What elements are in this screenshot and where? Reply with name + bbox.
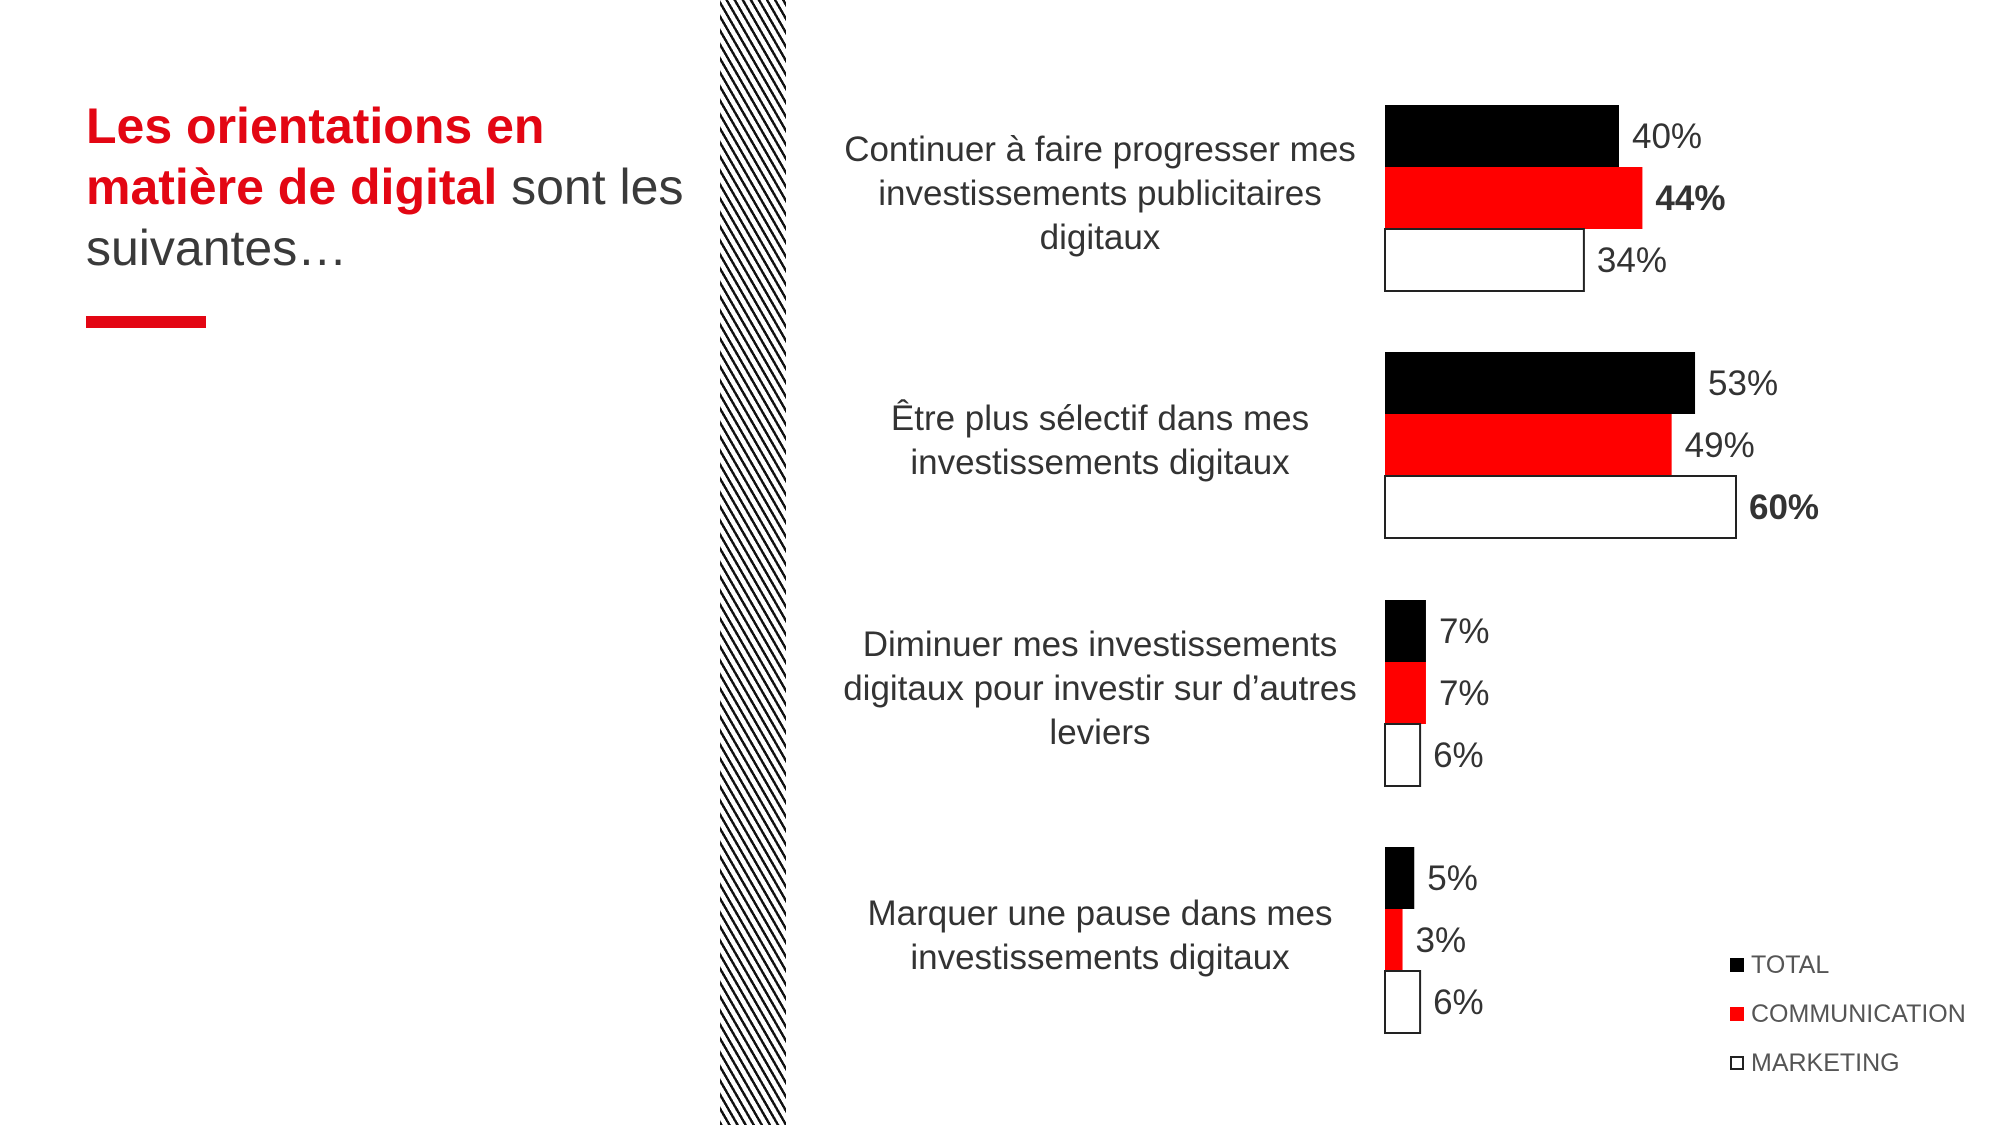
legend-item-communication: COMMUNICATION: [1730, 999, 1966, 1029]
bar-total-3: [1385, 600, 1426, 662]
hatched-divider: [720, 0, 786, 1125]
bar-communication-3: [1385, 662, 1426, 724]
value-label-communication-3: 7%: [1439, 674, 1490, 713]
value-label-total-1: 40%: [1632, 117, 1702, 156]
category-label-1: Continuer à faire progresser mes investi…: [844, 130, 1356, 257]
value-label-communication-4: 3%: [1416, 921, 1467, 960]
slide-title: Les orientations en matière de digital s…: [86, 96, 726, 279]
value-label-total-3: 7%: [1439, 612, 1490, 651]
value-label-marketing-1: 34%: [1597, 241, 1667, 280]
title-rest: sont les suivantes…: [86, 159, 684, 276]
bar-total-4: [1385, 847, 1415, 909]
legend-swatch-communication: [1730, 1007, 1744, 1021]
bar-total-1: [1385, 105, 1619, 167]
bar-communication-4: [1385, 909, 1403, 971]
value-label-communication-2: 49%: [1685, 426, 1755, 465]
value-label-marketing-3: 6%: [1433, 736, 1484, 775]
legend-item-total: TOTAL: [1730, 950, 1966, 980]
legend-label-marketing: MARKETING: [1751, 1048, 1900, 1077]
legend-label-communication: COMMUNICATION: [1751, 999, 1966, 1028]
value-label-communication-1: 44%: [1655, 179, 1725, 218]
value-label-total-4: 5%: [1427, 859, 1478, 898]
title-highlight: Les orientations en matière de digital: [86, 98, 545, 215]
legend: TOTAL COMMUNICATION MARKETING: [1730, 950, 1966, 1097]
bar-total-2: [1385, 352, 1696, 414]
title-underline: [86, 316, 206, 328]
legend-swatch-marketing: [1730, 1056, 1744, 1070]
category-label-2: Être plus sélectif dans mes investisseme…: [890, 399, 1310, 482]
bar-marketing-1: [1384, 228, 1585, 292]
category-label-3: Diminuer mes investissements digitaux po…: [843, 625, 1357, 752]
category-label-4: Marquer une pause dans mes investissemen…: [867, 894, 1333, 977]
bar-marketing-3: [1384, 723, 1422, 787]
bar-communication-2: [1385, 414, 1672, 476]
value-label-marketing-4: 6%: [1433, 983, 1484, 1022]
value-label-marketing-2: 60%: [1749, 488, 1819, 527]
bar-communication-1: [1385, 167, 1643, 229]
legend-item-marketing: MARKETING: [1730, 1048, 1966, 1078]
legend-swatch-total: [1730, 958, 1744, 972]
bar-marketing-4: [1384, 970, 1422, 1034]
bar-marketing-2: [1384, 475, 1737, 539]
value-label-total-2: 53%: [1708, 364, 1778, 403]
legend-label-total: TOTAL: [1751, 950, 1830, 979]
